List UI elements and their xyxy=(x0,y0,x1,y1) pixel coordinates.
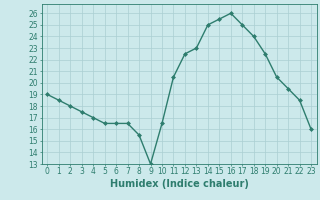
X-axis label: Humidex (Indice chaleur): Humidex (Indice chaleur) xyxy=(110,179,249,189)
